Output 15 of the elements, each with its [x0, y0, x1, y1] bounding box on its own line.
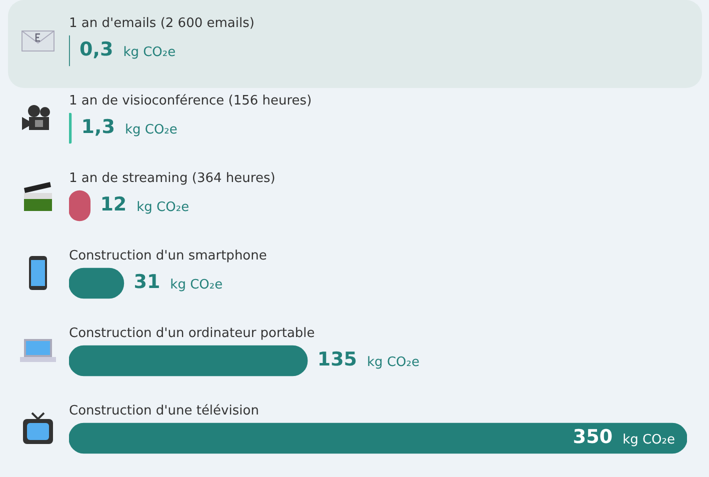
bar	[69, 112, 72, 144]
bar	[69, 345, 308, 376]
y-tick-label: Construction d'une télévision	[69, 404, 259, 419]
data-label: 0,3 kg CO₂e	[80, 38, 176, 61]
y-tick-label: 1 an de streaming (364 heures)	[69, 171, 276, 186]
data-label: 350 kg CO₂e	[572, 426, 676, 448]
y-tick-label: Construction d'un smartphone	[69, 248, 267, 264]
data-label: 1,3 kg CO₂e	[81, 116, 178, 138]
data-label: 31 kg CO₂e	[134, 271, 223, 294]
data-label: 135 kg CO₂e	[317, 348, 420, 371]
y-tick-label: Construction d'un ordinateur portable	[69, 326, 315, 342]
data-label: 12 kg CO₂e	[100, 194, 190, 216]
y-tick-label: 1 an d'emails (2 600 emails)	[69, 16, 254, 32]
y-tick-label: 1 an de visioconférence (156 heures)	[69, 94, 312, 109]
bar	[69, 422, 687, 454]
